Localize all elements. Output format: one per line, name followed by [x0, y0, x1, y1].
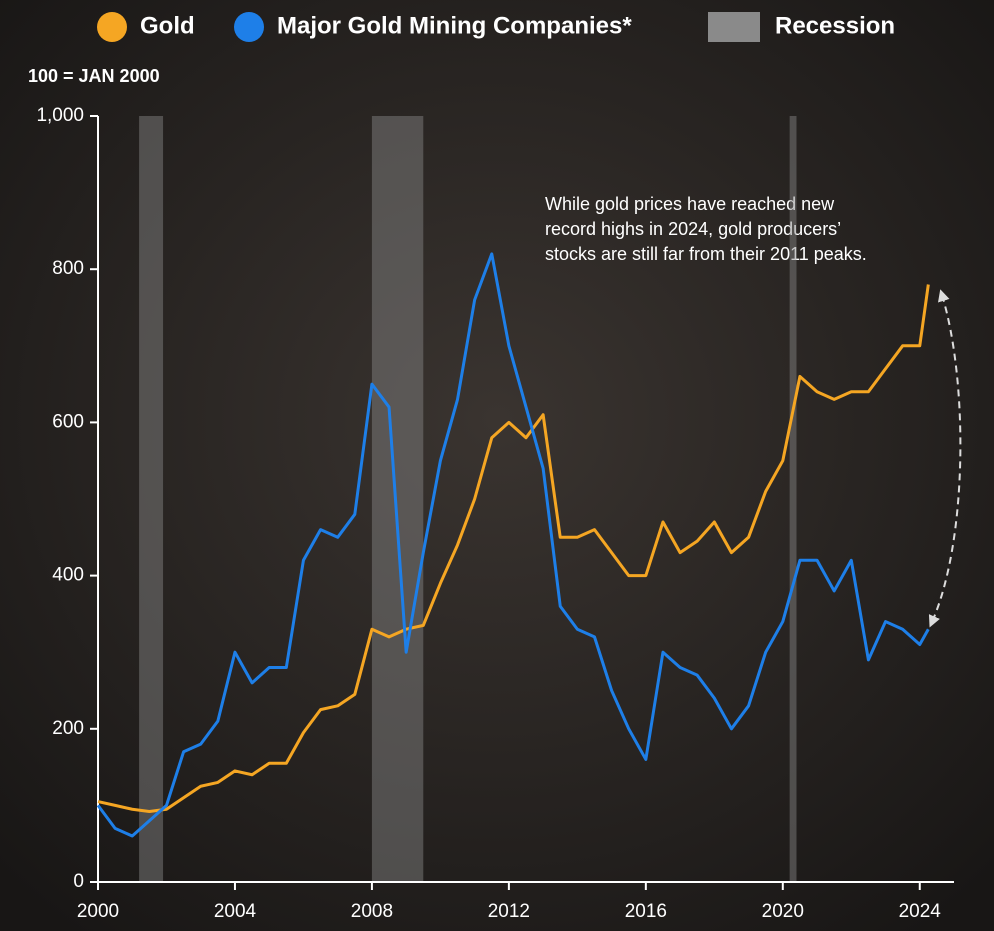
recession-band: [371, 116, 424, 882]
x-tick-label: 2000: [77, 901, 119, 922]
y-tick-label: 400: [52, 565, 84, 586]
recession-band: [789, 116, 797, 882]
legend-marker: [708, 12, 760, 42]
annotation: stocks are still far from their 2011 pea…: [545, 244, 867, 264]
annotation: record highs in 2024, gold producers’: [545, 219, 841, 239]
x-tick-label: 2020: [762, 901, 804, 922]
x-tick-label: 2008: [351, 901, 393, 922]
legend-marker: [97, 12, 127, 42]
recession-band: [139, 116, 164, 882]
legend-label: Recession: [775, 12, 895, 39]
annotation-arrow: [928, 289, 962, 628]
legend-label: Major Gold Mining Companies*: [277, 12, 632, 39]
y-tick-label: 200: [52, 718, 84, 739]
x-tick-label: 2024: [899, 901, 942, 922]
y-tick-label: 600: [52, 411, 84, 432]
legend-label: Gold: [140, 12, 195, 39]
x-tick-label: 2012: [488, 901, 530, 922]
series-line: [97, 284, 930, 814]
annotation: While gold prices have reached new: [545, 194, 835, 214]
legend-marker: [234, 12, 264, 42]
x-tick-label: 2016: [625, 901, 667, 922]
x-tick-label: 2004: [214, 901, 257, 922]
series-line: [96, 252, 930, 838]
y-tick-label: 1,000: [36, 105, 84, 126]
y-axis-label: 100 = JAN 2000: [28, 66, 160, 86]
y-tick-label: 800: [52, 258, 84, 279]
y-tick-label: 0: [73, 871, 84, 892]
